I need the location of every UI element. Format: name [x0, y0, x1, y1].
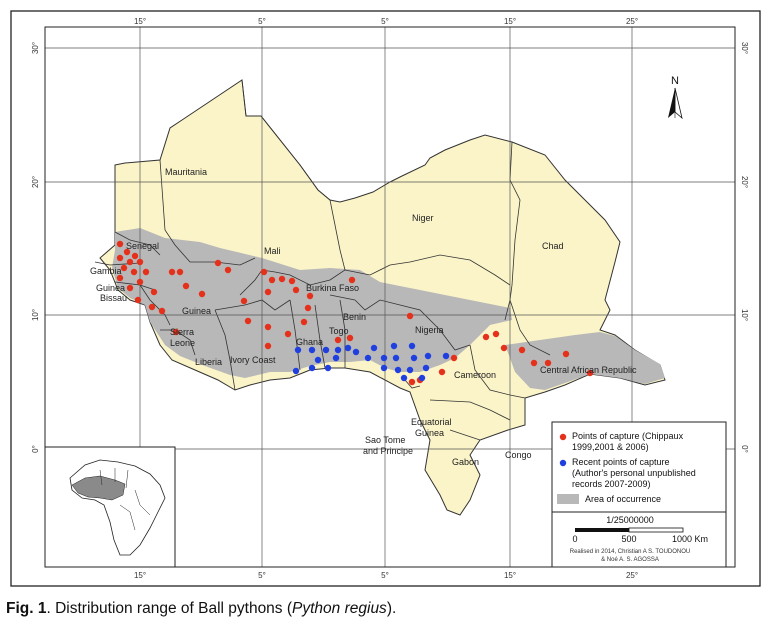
legend-old-line1: Points of capture (Chippaux: [572, 431, 684, 441]
lon-tick-top: 5°: [258, 17, 266, 26]
country-label-ivory-coast: Ivory Coast: [230, 355, 276, 365]
country-label-mali: Mali: [264, 246, 281, 256]
country-label-principe: and Principe: [363, 446, 413, 456]
scale-label-0: 0: [572, 534, 577, 544]
caption-end: ).: [386, 600, 397, 617]
country-label-nigeria: Nigeria: [415, 325, 444, 335]
credits-line2: & Noé A. S. AGOSSA: [601, 557, 659, 563]
country-label-eq-guinea: Guinea: [415, 428, 444, 438]
country-label-congo: Congo: [505, 450, 532, 460]
country-label-niger: Niger: [412, 213, 434, 223]
scale-label-1000: 1000 Km: [672, 534, 708, 544]
scale-label-500: 500: [621, 534, 636, 544]
legend-area-swatch: [557, 494, 579, 504]
legend-old-line2: 1999,2001 & 2006): [572, 442, 649, 452]
lon-tick-top: 15°: [504, 17, 516, 26]
lon-tick-top: 25°: [626, 17, 638, 26]
lat-tick-right: 0°: [740, 445, 749, 453]
country-label-sao-tome: Sao Tome: [365, 435, 405, 445]
country-label-burkina-faso: Burkina Faso: [306, 283, 359, 293]
occurrence-area-east: [505, 332, 665, 390]
legend-recent-swatch: [559, 459, 567, 467]
lon-tick-top: 15°: [134, 17, 146, 26]
country-label-car: Central African Republic: [540, 365, 637, 375]
legend-recent-line3: records 2007-2009): [572, 479, 651, 489]
country-label-guinea-bissau-2: Bissau: [100, 293, 127, 303]
occurrence-area: [112, 228, 512, 378]
country-label-senegal: Senegal: [126, 241, 159, 251]
lat-tick-right: 20°: [740, 176, 749, 188]
lat-tick-left: 30°: [31, 42, 40, 54]
legend-area-label: Area of occurrence: [585, 494, 661, 504]
country-label-gabon: Gabon: [452, 457, 479, 467]
coast-detail: [404, 379, 421, 389]
caption-text: . Distribution range of Ball pythons (: [46, 600, 293, 617]
capture-points-recent: [292, 342, 450, 382]
country-label-leone: Leone: [170, 338, 195, 348]
caption-species: Python regius: [292, 600, 387, 617]
country-label-guinea-bissau-1: Guinea: [96, 283, 125, 293]
lat-tick-left: 20°: [31, 176, 40, 188]
country-label-togo: Togo: [329, 326, 349, 336]
legend-recent-line2: (Author's personal unpublished: [572, 468, 696, 478]
lon-ticks-top: 15° 5° 5° 15° 25°: [134, 17, 638, 26]
lat-ticks-right: 30° 20° 10° 0°: [740, 42, 749, 453]
country-label-liberia: Liberia: [195, 357, 222, 367]
inset-africa-map: [44, 446, 176, 568]
lat-tick-left: 0°: [31, 445, 40, 453]
lon-tick-bottom: 15°: [504, 571, 516, 580]
lat-ticks-left: 30° 20° 10° 0°: [31, 42, 40, 453]
legend: Points of capture (Chippaux 1999,2001 & …: [551, 421, 727, 513]
lon-tick-bottom: 5°: [258, 571, 266, 580]
country-label-gambia: Gambia: [90, 266, 122, 276]
figure-caption: Fig. 1. Distribution range of Ball pytho…: [6, 600, 396, 618]
country-labels: Mauritania Mali Niger Chad Senegal Gambi…: [90, 167, 637, 467]
country-label-guinea: Guinea: [182, 306, 211, 316]
lon-tick-top: 5°: [381, 17, 389, 26]
country-label-ghana: Ghana: [296, 337, 323, 347]
country-label-cameroon: Cameroon: [454, 370, 496, 380]
lon-ticks-bottom: 15° 5° 5° 15° 25°: [134, 571, 638, 580]
credits-line1: Realised in 2014, Christian A S. TOUDONO…: [570, 549, 691, 555]
map-frame: [44, 26, 736, 568]
country-label-benin: Benin: [343, 312, 366, 322]
capture-points-old: [116, 240, 594, 386]
north-label: N: [671, 75, 679, 87]
country-label-equatorial: Equatorial: [411, 417, 452, 427]
country-label-sierra: Sierra: [170, 327, 194, 337]
legend-old-swatch: [559, 433, 567, 441]
lon-tick-bottom: 5°: [381, 571, 389, 580]
country-label-mauritania: Mauritania: [165, 167, 207, 177]
lat-tick-right: 30°: [740, 42, 749, 54]
country-label-chad: Chad: [542, 241, 564, 251]
scale-bar: 1/25000000 0 500 1000 Km Realised in 201…: [551, 511, 727, 568]
lon-tick-bottom: 15°: [134, 571, 146, 580]
lon-tick-bottom: 25°: [626, 571, 638, 580]
legend-recent-line1: Recent points of capture: [572, 457, 670, 467]
scale-ratio: 1/25000000: [606, 515, 654, 525]
north-arrow-icon: N: [668, 75, 683, 120]
lat-tick-right: 10°: [740, 309, 749, 321]
lat-tick-left: 10°: [31, 309, 40, 321]
caption-fig-label: Fig. 1: [6, 600, 47, 617]
